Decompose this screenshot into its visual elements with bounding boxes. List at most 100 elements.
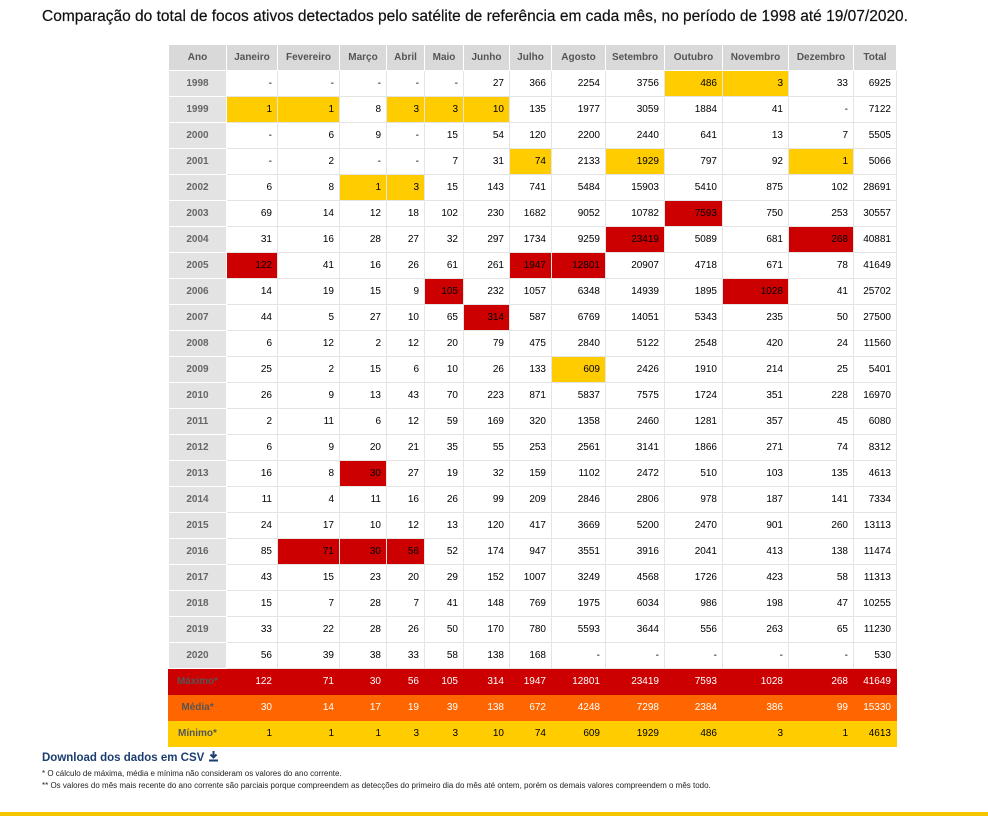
cell: 261 (463, 252, 510, 279)
cell: 11313 (853, 564, 897, 591)
download-icon[interactable] (208, 751, 219, 762)
column-header: Dezembro (788, 44, 854, 71)
cell: 6080 (853, 408, 897, 435)
summary-cell: 99 (788, 694, 854, 721)
download-link[interactable]: Download dos dados em CSV (42, 751, 219, 764)
cell: 16 (226, 460, 278, 487)
cell: 2806 (605, 486, 665, 513)
year-cell: 1998 (168, 70, 227, 97)
cell: 32 (463, 460, 510, 487)
cell: 65 (788, 616, 854, 643)
cell: 5410 (664, 174, 723, 201)
year-cell: 2009 (168, 356, 227, 383)
data-table: Ano Janeiro Fevereiro Março Abril Maio Junho Ju… (168, 44, 897, 747)
summary-cell: 1947 (509, 668, 552, 695)
cell: 16 (277, 226, 340, 253)
cell: 138 (788, 538, 854, 565)
cell: 11560 (853, 330, 897, 357)
cell: 3249 (551, 564, 606, 591)
cell: 29 (424, 564, 464, 591)
cell: 24 (788, 330, 854, 357)
cell: 230 (463, 200, 510, 227)
summary-cell: 672 (509, 694, 552, 721)
row: 2018 15 7 28 7 41 148 769 1975 6034 986 198 47 10255 (168, 590, 897, 617)
cell: 530 (853, 642, 897, 669)
cell: 16 (339, 252, 387, 279)
cell: 1724 (664, 382, 723, 409)
cell: 61 (424, 252, 464, 279)
column-header: Março (339, 44, 387, 71)
row: 2009 25 2 15 6 10 26 133 609 2426 1910 214 25 5401 (168, 356, 897, 383)
cell: 1281 (664, 408, 723, 435)
cell: 31 (463, 148, 510, 175)
cell: - (226, 122, 278, 149)
column-header: Novembro (722, 44, 789, 71)
cell: 15 (424, 122, 464, 149)
cell: 32 (424, 226, 464, 253)
cell: 50 (424, 616, 464, 643)
cell: 28691 (853, 174, 897, 201)
cell: 209 (509, 486, 552, 513)
cell: 4718 (664, 252, 723, 279)
row: 2007 44 5 27 10 65 314 587 6769 14051 5343 235 50 275… (168, 304, 897, 331)
cell: 44 (226, 304, 278, 331)
cell: 12 (386, 408, 425, 435)
cell: 15903 (605, 174, 665, 201)
row: 2000-6 9-15 54 120 2200 2440 641 13 7 5505 (168, 122, 897, 149)
cell: 18 (386, 200, 425, 227)
row: 2016 85 71 30 56 52 174 947 3551 3916 2041 413 138 11… (168, 538, 897, 565)
cell: 609 (551, 356, 606, 383)
title: Comparação do total de focos ativos dete… (42, 8, 908, 25)
row: 1998- - - - -27 366 2254 3756 486 3 33 6925 (168, 70, 897, 97)
cell: 59 (424, 408, 464, 435)
year-cell: 2011 (168, 408, 227, 435)
cell: 7 (788, 122, 854, 149)
cell: 3644 (605, 616, 665, 643)
cell: 33 (386, 642, 425, 669)
year-cell: 2012 (168, 434, 227, 461)
cell: 102 (788, 174, 854, 201)
cell: 26 (424, 486, 464, 513)
download-text[interactable]: Download dos dados em CSV (42, 752, 205, 764)
cell: 1929 (605, 148, 665, 175)
cell: 7593 (664, 200, 723, 227)
cell: 11 (277, 408, 340, 435)
cell: 120 (463, 512, 510, 539)
cell: 22 (277, 616, 340, 643)
cell: 6 (226, 174, 278, 201)
year-cell: 2007 (168, 304, 227, 331)
cell: 5343 (664, 304, 723, 331)
table-body: 1998- - - - -27 366 2254 3756 486 3 33 6925 1999 1 1 8 3… (168, 70, 897, 747)
cell: 56 (386, 538, 425, 565)
cell: 7 (386, 590, 425, 617)
cell: 1682 (509, 200, 552, 227)
cell: 11474 (853, 538, 897, 565)
summary-cell: 268 (788, 668, 854, 695)
cell: 27 (463, 70, 510, 97)
cell: 28 (339, 616, 387, 643)
cell: 35 (424, 434, 464, 461)
row: 2008 6 12 2 12 20 79 475 2840 5122 2548 420 24 11560 (168, 330, 897, 357)
year-cell: 2003 (168, 200, 227, 227)
year-cell: 2019 (168, 616, 227, 643)
cell: 253 (509, 434, 552, 461)
cell: 15 (339, 278, 387, 305)
cell: 58 (424, 642, 464, 669)
cell: 253 (788, 200, 854, 227)
cell: 4613 (853, 460, 897, 487)
cell: 39 (277, 642, 340, 669)
cell: 79 (463, 330, 510, 357)
cell: 41649 (853, 252, 897, 279)
cell: 475 (509, 330, 552, 357)
cell: 16970 (853, 382, 897, 409)
year-cell: 2015 (168, 512, 227, 539)
cell: 1358 (551, 408, 606, 435)
cell: 1102 (551, 460, 606, 487)
cell: 5484 (551, 174, 606, 201)
cell: 357 (722, 408, 789, 435)
summary-cell: 2384 (664, 694, 723, 721)
cell: 169 (463, 408, 510, 435)
summary-cell: 4248 (551, 694, 606, 721)
cell: 235 (722, 304, 789, 331)
bottom-bar (0, 812, 988, 816)
